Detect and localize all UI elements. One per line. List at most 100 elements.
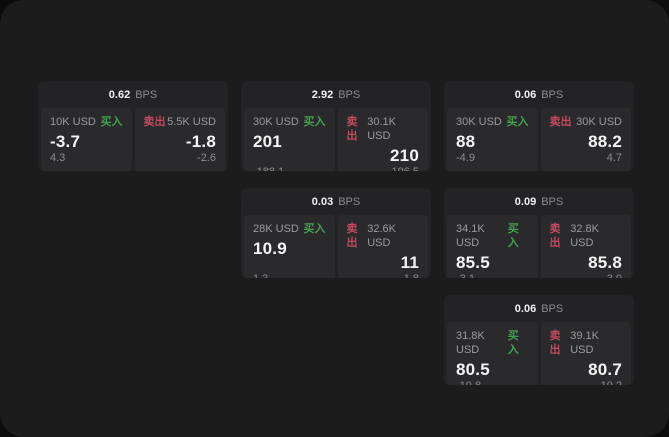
sell-amount: 30K USD bbox=[576, 116, 622, 128]
sell-panel-top: 卖出 39.1K USD bbox=[550, 329, 623, 357]
sell-price: 80.7 bbox=[588, 360, 622, 379]
sell-panel[interactable]: 卖出 5.5K USD -1.8 -2.6 bbox=[134, 108, 225, 171]
quote-panels: 31.8K USD 买入 80.5 -10.8 卖出 39.1K USD 80.… bbox=[444, 322, 634, 385]
buy-delta: 4.3 bbox=[50, 152, 66, 164]
bps-unit-label: BPS bbox=[541, 302, 564, 315]
bps-header: 0.03 BPS bbox=[241, 188, 431, 215]
sell-panel-top: 卖出 5.5K USD bbox=[144, 115, 217, 129]
bps-value: 2.92 bbox=[311, 88, 334, 101]
buy-panel-top: 30K USD 买入 bbox=[253, 115, 326, 129]
buy-panel-top: 34.1K USD 买入 bbox=[456, 222, 529, 250]
buy-price: -3.7 bbox=[50, 132, 81, 151]
sell-label: 卖出 bbox=[346, 116, 358, 142]
buy-panel[interactable]: 28K USD 买入 10.9 1.3 bbox=[244, 215, 335, 278]
sell-label: 卖出 bbox=[143, 116, 166, 128]
sell-panel[interactable]: 卖出 32.8K USD 85.8 3.0 bbox=[540, 215, 631, 278]
bps-unit-label: BPS bbox=[541, 195, 564, 208]
bps-value: 0.62 bbox=[108, 88, 131, 101]
quote-card: 0.06 BPS 30K USD 买入 88 -4.9 卖出 30K USD bbox=[444, 81, 634, 171]
sell-price: 210 bbox=[390, 146, 419, 165]
buy-amount: 34.1K USD bbox=[456, 223, 485, 249]
buy-delta: -3.1 bbox=[456, 273, 529, 278]
sell-panel[interactable]: 卖出 39.1K USD 80.7 10.2 bbox=[540, 322, 631, 385]
sell-panel-top: 卖出 30.1K USD bbox=[347, 115, 420, 143]
buy-delta: 1.3 bbox=[253, 273, 326, 278]
bps-unit-label: BPS bbox=[338, 195, 361, 208]
buy-panel[interactable]: 10K USD 买入 -3.7 4.3 bbox=[41, 108, 132, 171]
sell-label: 卖出 bbox=[549, 330, 561, 356]
sell-amount: 32.6K USD bbox=[367, 223, 396, 249]
sell-label: 卖出 bbox=[549, 116, 572, 128]
sell-price: -1.8 bbox=[185, 132, 216, 151]
bps-header: 0.09 BPS bbox=[444, 188, 634, 215]
bps-unit-label: BPS bbox=[135, 88, 158, 101]
quote-card: 0.03 BPS 28K USD 买入 10.9 1.3 卖出 32.6K US… bbox=[241, 188, 431, 278]
buy-price: 88 bbox=[456, 132, 476, 151]
sell-panel[interactable]: 卖出 30.1K USD 210 196.5 bbox=[337, 108, 428, 171]
bps-value: 0.09 bbox=[514, 195, 537, 208]
buy-price: 201 bbox=[253, 132, 282, 151]
sell-delta: 10.2 bbox=[550, 380, 622, 385]
buy-price: 80.5 bbox=[456, 360, 490, 379]
buy-panel[interactable]: 34.1K USD 买入 85.5 -3.1 bbox=[447, 215, 538, 278]
buy-label: 买入 bbox=[506, 116, 529, 128]
buy-panel[interactable]: 30K USD 买入 88 -4.9 bbox=[447, 108, 538, 171]
sell-amount: 32.8K USD bbox=[570, 223, 599, 249]
bps-header: 0.62 BPS bbox=[38, 81, 228, 108]
buy-price: 85.5 bbox=[456, 253, 490, 272]
sell-label: 卖出 bbox=[346, 223, 358, 249]
sell-delta: -2.6 bbox=[197, 152, 216, 164]
sell-price: 85.8 bbox=[588, 253, 622, 272]
quote-panels: 30K USD 买入 88 -4.9 卖出 30K USD 88.2 4.7 bbox=[444, 108, 634, 171]
sell-amount: 39.1K USD bbox=[570, 330, 599, 356]
buy-label: 买入 bbox=[507, 223, 519, 249]
buy-panel[interactable]: 30K USD 买入 201 -188.1 bbox=[244, 108, 335, 171]
quote-card: 0.06 BPS 31.8K USD 买入 80.5 -10.8 卖出 39.1… bbox=[444, 295, 634, 385]
bps-header: 0.06 BPS bbox=[444, 81, 634, 108]
buy-panel-top: 31.8K USD 买入 bbox=[456, 329, 529, 357]
sell-price: 88.2 bbox=[588, 132, 622, 151]
quote-panels: 28K USD 买入 10.9 1.3 卖出 32.6K USD 11 -1.8 bbox=[241, 215, 431, 278]
buy-panel-top: 28K USD 买入 bbox=[253, 222, 326, 236]
bps-header: 2.92 BPS bbox=[241, 81, 431, 108]
buy-amount: 30K USD bbox=[253, 116, 299, 128]
buy-amount: 30K USD bbox=[456, 116, 502, 128]
bps-header: 0.06 BPS bbox=[444, 295, 634, 322]
bps-value: 0.03 bbox=[311, 195, 334, 208]
quote-panels: 10K USD 买入 -3.7 4.3 卖出 5.5K USD -1.8 -2.… bbox=[38, 108, 228, 171]
buy-panel-top: 30K USD 买入 bbox=[456, 115, 529, 129]
bps-unit-label: BPS bbox=[338, 88, 361, 101]
buy-label: 买入 bbox=[507, 330, 519, 356]
buy-amount: 28K USD bbox=[253, 223, 299, 235]
bps-value: 0.06 bbox=[514, 88, 537, 101]
sell-delta: -1.8 bbox=[347, 273, 419, 278]
bps-value: 0.06 bbox=[514, 302, 537, 315]
buy-price: 10.9 bbox=[253, 239, 287, 258]
buy-panel-top: 10K USD 买入 bbox=[50, 115, 123, 129]
sell-panel[interactable]: 卖出 32.6K USD 11 -1.8 bbox=[337, 215, 428, 278]
buy-amount: 10K USD bbox=[50, 116, 96, 128]
sell-label: 卖出 bbox=[549, 223, 561, 249]
buy-amount: 31.8K USD bbox=[456, 330, 485, 356]
quote-card: 0.09 BPS 34.1K USD 买入 85.5 -3.1 卖出 32.8K… bbox=[444, 188, 634, 278]
sell-amount: 5.5K USD bbox=[167, 116, 216, 128]
buy-panel[interactable]: 31.8K USD 买入 80.5 -10.8 bbox=[447, 322, 538, 385]
buy-delta: -188.1 bbox=[253, 166, 326, 171]
quote-panels: 34.1K USD 买入 85.5 -3.1 卖出 32.8K USD 85.8… bbox=[444, 215, 634, 278]
buy-delta: -4.9 bbox=[456, 152, 475, 164]
sell-delta: 3.0 bbox=[550, 273, 622, 278]
quote-card: 0.62 BPS 10K USD 买入 -3.7 4.3 卖出 5.5K USD bbox=[38, 81, 228, 171]
sell-delta: 4.7 bbox=[606, 152, 622, 164]
buy-label: 买入 bbox=[100, 116, 123, 128]
buy-delta: -10.8 bbox=[456, 380, 529, 385]
sell-price: 11 bbox=[400, 253, 419, 272]
sell-panel-top: 卖出 32.6K USD bbox=[347, 222, 420, 250]
quote-card: 2.92 BPS 30K USD 买入 201 -188.1 卖出 30.1K … bbox=[241, 81, 431, 171]
bps-unit-label: BPS bbox=[541, 88, 564, 101]
quote-panels: 30K USD 买入 201 -188.1 卖出 30.1K USD 210 1… bbox=[241, 108, 431, 171]
sell-delta: 196.5 bbox=[347, 166, 419, 171]
sell-panel-top: 卖出 30K USD bbox=[550, 115, 623, 129]
sell-panel[interactable]: 卖出 30K USD 88.2 4.7 bbox=[540, 108, 631, 171]
sell-panel-top: 卖出 32.8K USD bbox=[550, 222, 623, 250]
